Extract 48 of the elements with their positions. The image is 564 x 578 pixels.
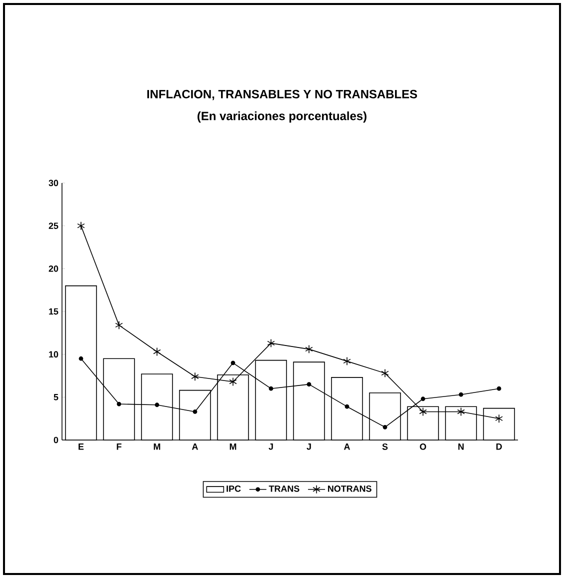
x-tick-label: M [154, 444, 160, 450]
x-tick-label: E [78, 444, 84, 450]
point [154, 402, 160, 408]
point [153, 347, 161, 356]
point [457, 407, 465, 416]
point [344, 404, 350, 409]
chart-title: INFLACION, TRANSABLES Y NO TRANSABLES [147, 90, 418, 100]
point [115, 320, 123, 330]
point [229, 377, 237, 386]
point [458, 392, 464, 397]
point [381, 368, 389, 378]
y-tick-label: 0 [54, 436, 58, 444]
x-tick-label: J [268, 444, 273, 450]
x-tick-label: O [420, 444, 426, 450]
x-tick-label: M [230, 444, 236, 450]
x-tick-label: N [458, 444, 464, 450]
point [116, 402, 122, 406]
point [343, 356, 351, 366]
point [419, 407, 427, 416]
point [306, 382, 312, 387]
y-tick-label: 15 [49, 308, 58, 315]
chart-subtitle: (En variaciones porcentuales) [198, 111, 366, 123]
point [382, 424, 388, 430]
x-tick-label: A [192, 444, 198, 450]
point [420, 396, 426, 402]
point [192, 410, 198, 414]
y-tick-label: 20 [48, 265, 58, 272]
point [230, 360, 236, 366]
x-tick-label: D [496, 444, 502, 450]
x-tick-label: F [116, 444, 122, 450]
point [305, 344, 313, 354]
y-tick-label: 25 [48, 222, 58, 230]
legend-label: NOTRANS [328, 486, 372, 492]
point [496, 386, 502, 391]
point [267, 338, 275, 348]
y-tick-label: 30 [48, 180, 58, 186]
legend-label: IPC [226, 486, 241, 492]
point [268, 386, 274, 391]
point [78, 356, 84, 361]
x-tick-label: S [382, 444, 388, 450]
point [495, 414, 503, 423]
x-tick-label: J [306, 444, 311, 450]
point [191, 372, 199, 381]
y-tick-label: 5 [54, 394, 58, 400]
x-tick-label: A [344, 444, 350, 450]
y-tick-label: 10 [49, 351, 58, 358]
point [77, 221, 85, 230]
legend-label: TRANS [268, 486, 300, 492]
